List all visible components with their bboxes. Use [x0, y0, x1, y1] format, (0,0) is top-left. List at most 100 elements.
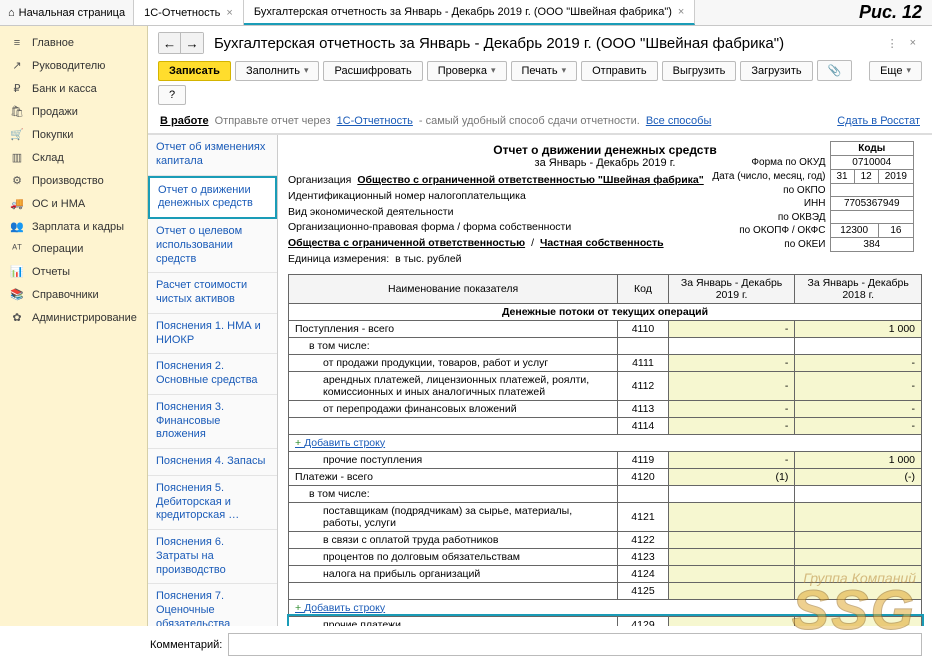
nav-label: Покупки	[32, 129, 73, 141]
table-row: 4125	[289, 582, 922, 599]
section-item[interactable]: Расчет стоимости чистых активов	[148, 273, 277, 314]
nav-label: ОС и НМА	[32, 198, 85, 210]
tab-reporting[interactable]: 1С-Отчетность×	[134, 0, 244, 25]
tab-accounting[interactable]: Бухгалтерская отчетность за Январь - Дек…	[244, 0, 696, 25]
nav-label: Операции	[32, 243, 83, 255]
print-button[interactable]: Печать	[511, 61, 578, 81]
check-button[interactable]: Проверка	[427, 61, 507, 81]
nav-item[interactable]: ≡ Главное	[0, 32, 147, 54]
report-area: Отчет о движении денежных средств за Янв…	[278, 135, 932, 626]
nav-icon: 🛍	[10, 105, 24, 118]
menu-icon[interactable]: ⋮	[881, 37, 904, 50]
nav-item[interactable]: ⚙ Производство	[0, 169, 147, 192]
nav-label: Склад	[32, 152, 64, 164]
link-all[interactable]: Все способы	[646, 115, 712, 127]
load-button[interactable]: Загрузить	[740, 61, 812, 81]
nav-icon: 📊	[10, 265, 24, 278]
nav-icon: 👥	[10, 220, 24, 233]
section-item[interactable]: Пояснения 3. Финансовые вложения	[148, 395, 277, 449]
tab-home[interactable]: ⌂Начальная страница	[0, 0, 134, 25]
data-table: Наименование показателя Код За Январь - …	[288, 274, 922, 627]
table-row: прочие поступления4119-1 000	[289, 451, 922, 468]
more-button[interactable]: Еще	[869, 61, 922, 81]
help-button[interactable]: ?	[158, 85, 186, 105]
nav-item[interactable]: ✿ Администрирование	[0, 306, 147, 329]
nav-icon: 🚚	[10, 197, 24, 210]
table-row: поставщикам (подрядчикам) за сырье, мате…	[289, 502, 922, 531]
nav-item[interactable]: 📚 Справочники	[0, 283, 147, 306]
nav-item[interactable]: 🛍 Продажи	[0, 100, 147, 123]
table-row: процентов по долговым обязательствам4123	[289, 548, 922, 565]
table-row: в том числе:	[289, 337, 922, 354]
close-icon[interactable]: ×	[678, 6, 684, 18]
link-1c[interactable]: 1С-Отчетность	[337, 115, 413, 127]
nav-icon: ▥	[10, 151, 24, 164]
nav-icon: ᴬᵀ	[10, 243, 24, 255]
nav-label: Справочники	[32, 289, 99, 301]
table-row: Платежи - всего4120(1)(-)	[289, 468, 922, 485]
add-row-link[interactable]: Добавить строку	[295, 602, 385, 614]
table-row: арендных платежей, лицензионных платежей…	[289, 371, 922, 400]
codes-box: Коды Форма по ОКУД0710004 Дата (число, м…	[706, 141, 914, 252]
send-button[interactable]: Отправить	[581, 61, 658, 81]
nav-label: Производство	[32, 175, 104, 187]
nav-icon: ⚙	[10, 174, 24, 187]
figure-label: Рис. 12	[859, 2, 932, 23]
footer: Комментарий:	[150, 633, 922, 656]
nav-label: Администрирование	[32, 312, 137, 324]
table-row: Поступления - всего4110-1 000	[289, 320, 922, 337]
back-button[interactable]: ←	[159, 33, 181, 53]
close-icon[interactable]: ×	[904, 37, 922, 49]
link-rosstat[interactable]: Сдать в Росстат	[837, 115, 920, 127]
nav-icon: ≡	[10, 37, 24, 49]
section-item[interactable]: Пояснения 1. НМА и НИОКР	[148, 314, 277, 355]
nav-icon: ✿	[10, 311, 24, 324]
nav-item[interactable]: 📊 Отчеты	[0, 260, 147, 283]
nav-item[interactable]: ↗ Руководителю	[0, 54, 147, 77]
section-item[interactable]: Пояснения 2. Основные средства	[148, 354, 277, 395]
nav-label: Продажи	[32, 106, 78, 118]
nav-label: Главное	[32, 37, 74, 49]
nav-label: Отчеты	[32, 266, 70, 278]
upload-button[interactable]: Выгрузить	[662, 61, 737, 81]
forward-button[interactable]: →	[181, 33, 203, 53]
comment-input[interactable]	[228, 633, 922, 656]
table-row: налога на прибыль организаций4124	[289, 565, 922, 582]
section-item[interactable]: Отчет об изменениях капитала	[148, 135, 277, 176]
nav-icon: 📚	[10, 288, 24, 301]
section-item[interactable]: Пояснения 7. Оценочные обязательства	[148, 584, 277, 626]
nav-item[interactable]: ▥ Склад	[0, 146, 147, 169]
decode-button[interactable]: Расшифровать	[323, 61, 422, 81]
section-item[interactable]: Пояснения 5. Дебиторская и кредиторская …	[148, 476, 277, 530]
section-item[interactable]: Отчет о движении денежных средств	[148, 176, 277, 220]
comment-label: Комментарий:	[150, 639, 222, 651]
table-row: 4114--	[289, 417, 922, 434]
nav-item[interactable]: ₽Банк и касса	[0, 77, 147, 100]
nav-item[interactable]: 🚚 ОС и НМА	[0, 192, 147, 215]
table-row: в том числе:	[289, 485, 922, 502]
add-row-link[interactable]: Добавить строку	[295, 437, 385, 449]
nav-icon: 🛒	[10, 128, 24, 141]
nav-label: Руководителю	[32, 60, 105, 72]
section-item[interactable]: Пояснения 6. Затраты на производство	[148, 530, 277, 584]
status-badge: В работе	[160, 115, 209, 127]
left-nav: ≡ Главное ↗ Руководителю ₽Банк и касса 🛍 Прода…	[0, 26, 148, 626]
nav-label: Зарплата и кадры	[32, 221, 124, 233]
write-button[interactable]: Записать	[158, 61, 231, 81]
nav-buttons: ← →	[158, 32, 204, 54]
section-item[interactable]: Отчет о целевом использовании средств	[148, 219, 277, 273]
fill-button[interactable]: Заполнить	[235, 61, 320, 81]
close-icon[interactable]: ×	[226, 7, 232, 19]
nav-item[interactable]: 🛒 Покупки	[0, 123, 147, 146]
home-icon: ⌂	[8, 7, 15, 19]
table-row: от перепродажи финансовых вложений4113--	[289, 400, 922, 417]
nav-icon: ↗	[10, 59, 24, 72]
toolbar: Записать Заполнить Расшифровать Проверка…	[148, 56, 932, 109]
attach-button[interactable]: 📎	[817, 60, 853, 81]
nav-item[interactable]: 👥 Зарплата и кадры	[0, 215, 147, 238]
table-row: от продажи продукции, товаров, работ и у…	[289, 354, 922, 371]
section-item[interactable]: Пояснения 4. Запасы	[148, 449, 277, 476]
nav-item[interactable]: ᴬᵀ Операции	[0, 238, 147, 260]
topbar: ⌂Начальная страница 1С-Отчетность× Бухга…	[0, 0, 932, 26]
nav-icon: ₽	[10, 82, 24, 95]
